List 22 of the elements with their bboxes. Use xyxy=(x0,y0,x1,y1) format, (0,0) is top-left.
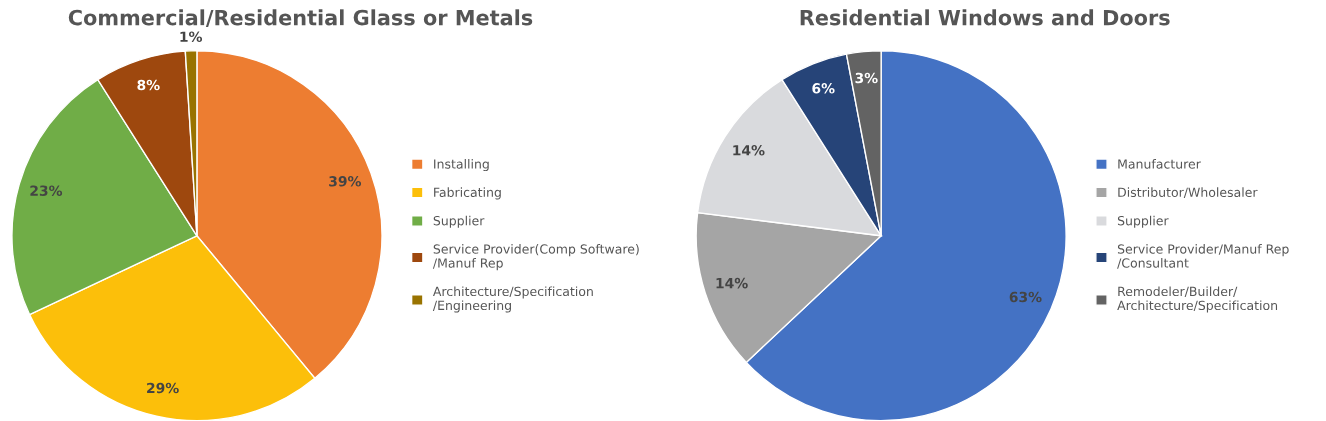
legend-label: Installing xyxy=(434,159,489,172)
data-label: 8% xyxy=(137,79,160,91)
data-label: 1% xyxy=(180,31,203,42)
data-label: 14% xyxy=(716,277,748,289)
data-label: 39% xyxy=(329,176,362,187)
data-label: 14% xyxy=(733,145,765,156)
legend-label: Manufacturer xyxy=(1118,159,1201,169)
legend-label: Distributor/Wholesaler xyxy=(1118,187,1258,199)
chart-title: Residential Windows and Doors xyxy=(800,9,1170,26)
legend-label: Remodeler/Builder/ Architecture/Specification xyxy=(1117,286,1278,313)
legend-label: Service Provider/Manuf Rep /Consultant xyxy=(1117,244,1289,269)
data-label: 29% xyxy=(147,382,179,394)
data-label: 23% xyxy=(30,185,63,196)
legend-label: Fabricating xyxy=(434,187,501,200)
legend-label: Architecture/Specification /Engineering xyxy=(432,286,593,313)
legend-label: Supplier xyxy=(433,215,485,228)
legend-label: Service Provider(Comp Software) /Manuf Rep xyxy=(432,244,639,271)
data-label: 6% xyxy=(812,83,835,94)
legend-label: Supplier xyxy=(1117,215,1169,228)
chart-title: Commercial/Residential Glass or Metals xyxy=(68,9,533,28)
data-label: 63% xyxy=(1009,291,1042,303)
data-label: 3% xyxy=(855,72,878,84)
